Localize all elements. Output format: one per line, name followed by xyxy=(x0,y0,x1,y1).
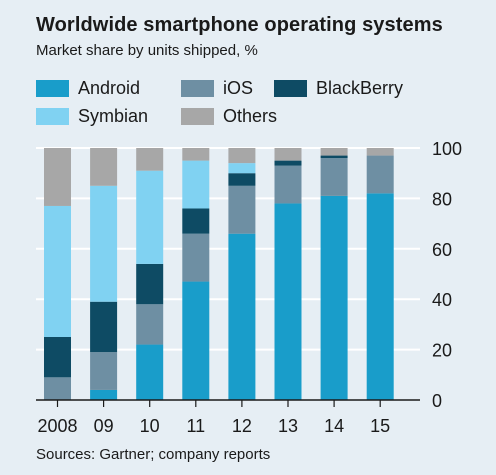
x-tick-label-11: 11 xyxy=(186,416,205,436)
bar-blackberry-09 xyxy=(90,301,118,353)
bar-others-15 xyxy=(366,148,394,156)
legend-label-blackberry: BlackBerry xyxy=(316,78,404,98)
bar-android-11 xyxy=(182,281,210,400)
x-tick-label-14: 14 xyxy=(324,416,344,436)
bar-symbian-11 xyxy=(182,160,210,209)
x-tick-label-2008: 2008 xyxy=(37,416,77,436)
x-tick-label-15: 15 xyxy=(370,416,390,436)
bar-ios-09 xyxy=(90,352,118,390)
legend-label-ios: iOS xyxy=(223,78,254,98)
bar-blackberry-11 xyxy=(182,208,210,234)
bar-android-14 xyxy=(320,195,348,400)
chart-subtitle: Market share by units shipped, % xyxy=(36,42,258,59)
legend-label-others: Others xyxy=(223,106,278,126)
bar-android-09 xyxy=(90,389,118,400)
legend-item-others: Others xyxy=(181,106,277,127)
bar-others-12 xyxy=(228,148,256,164)
legend-item-ios: iOS xyxy=(181,78,253,99)
chart-title: Worldwide smartphone operating systems xyxy=(36,14,443,36)
legend-swatch-android xyxy=(36,80,69,97)
legend-swatch-others xyxy=(181,108,214,125)
y-tick-label-100: 100 xyxy=(432,139,462,159)
bar-ios-11 xyxy=(182,233,210,282)
bar-ios-12 xyxy=(228,185,256,234)
legend-label-android: Android xyxy=(78,78,141,98)
bar-blackberry-2008 xyxy=(44,337,71,378)
bar-symbian-12 xyxy=(228,163,256,174)
bar-android-12 xyxy=(228,233,256,400)
y-tick-label-80: 80 xyxy=(432,189,452,209)
bar-others-13 xyxy=(274,148,302,161)
bar-ios-15 xyxy=(366,155,394,194)
bar-others-09 xyxy=(90,148,118,186)
x-tick-label-13: 13 xyxy=(278,416,298,436)
legend-swatch-blackberry xyxy=(274,80,307,97)
bar-blackberry-13 xyxy=(274,160,302,166)
legend-item-android: Android xyxy=(36,78,140,99)
bar-blackberry-14 xyxy=(320,155,348,159)
bar-ios-13 xyxy=(274,165,302,204)
bar-blackberry-10 xyxy=(136,263,164,305)
bar-android-13 xyxy=(274,203,302,400)
legend-swatch-symbian xyxy=(36,108,69,125)
chart-source: Sources: Gartner; company reports xyxy=(36,446,271,463)
bar-others-14 xyxy=(320,148,348,156)
legend-label-symbian: Symbian xyxy=(78,106,149,126)
y-tick-label-60: 60 xyxy=(432,240,452,260)
bar-others-10 xyxy=(136,148,164,171)
bar-blackberry-12 xyxy=(228,173,256,186)
chart-legend: Android iOS BlackBerry Symbian Others xyxy=(36,78,476,132)
bar-android-15 xyxy=(366,193,394,400)
legend-item-blackberry: BlackBerry xyxy=(274,78,403,99)
bar-ios-10 xyxy=(136,304,164,345)
x-tick-label-09: 09 xyxy=(94,416,114,436)
x-tick-label-12: 12 xyxy=(232,416,252,436)
y-tick-label-0: 0 xyxy=(432,391,442,411)
bar-others-2008 xyxy=(44,148,71,206)
bar-symbian-09 xyxy=(90,185,118,302)
y-tick-label-20: 20 xyxy=(432,341,452,361)
bar-ios-14 xyxy=(320,158,348,196)
y-tick-label-40: 40 xyxy=(432,290,452,310)
bar-others-11 xyxy=(182,148,210,161)
bar-symbian-2008 xyxy=(44,205,71,337)
legend-item-symbian: Symbian xyxy=(36,106,148,127)
x-tick-label-10: 10 xyxy=(140,416,160,436)
bar-ios-2008 xyxy=(44,377,71,400)
bar-android-10 xyxy=(136,344,164,400)
bar-symbian-10 xyxy=(136,170,164,264)
legend-swatch-ios xyxy=(181,80,214,97)
